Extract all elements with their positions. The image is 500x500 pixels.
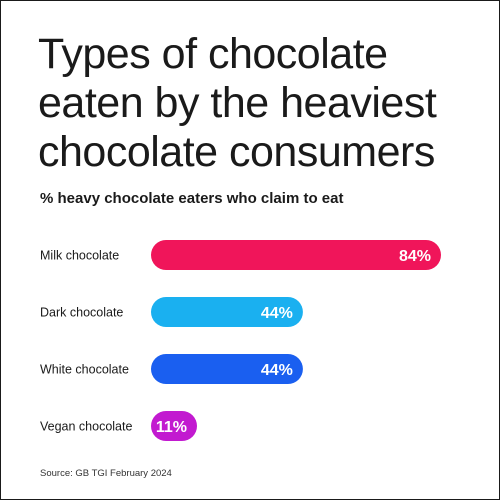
value-label: 44%: [261, 305, 293, 322]
value-label: 44%: [261, 362, 293, 379]
category-label: Vegan chocolate: [40, 420, 132, 434]
value-label: 11%: [156, 419, 187, 436]
bar: [151, 354, 303, 384]
category-label: Milk chocolate: [40, 249, 119, 263]
category-label: White chocolate: [40, 363, 129, 377]
category-label: Dark chocolate: [40, 306, 123, 320]
bar: [151, 297, 303, 327]
bar-chart: Milk chocolate 84% Dark chocolate 44% White …: [40, 240, 441, 441]
bar: [151, 240, 441, 270]
chart-subtitle: % heavy chocolate eaters who claim to ea…: [40, 190, 344, 207]
bar: [151, 411, 197, 441]
source-note: Source: GB TGI February 2024: [40, 468, 172, 479]
value-label: 84%: [399, 248, 431, 265]
chart-title: Types of chocolate eaten by the heaviest…: [38, 30, 437, 176]
